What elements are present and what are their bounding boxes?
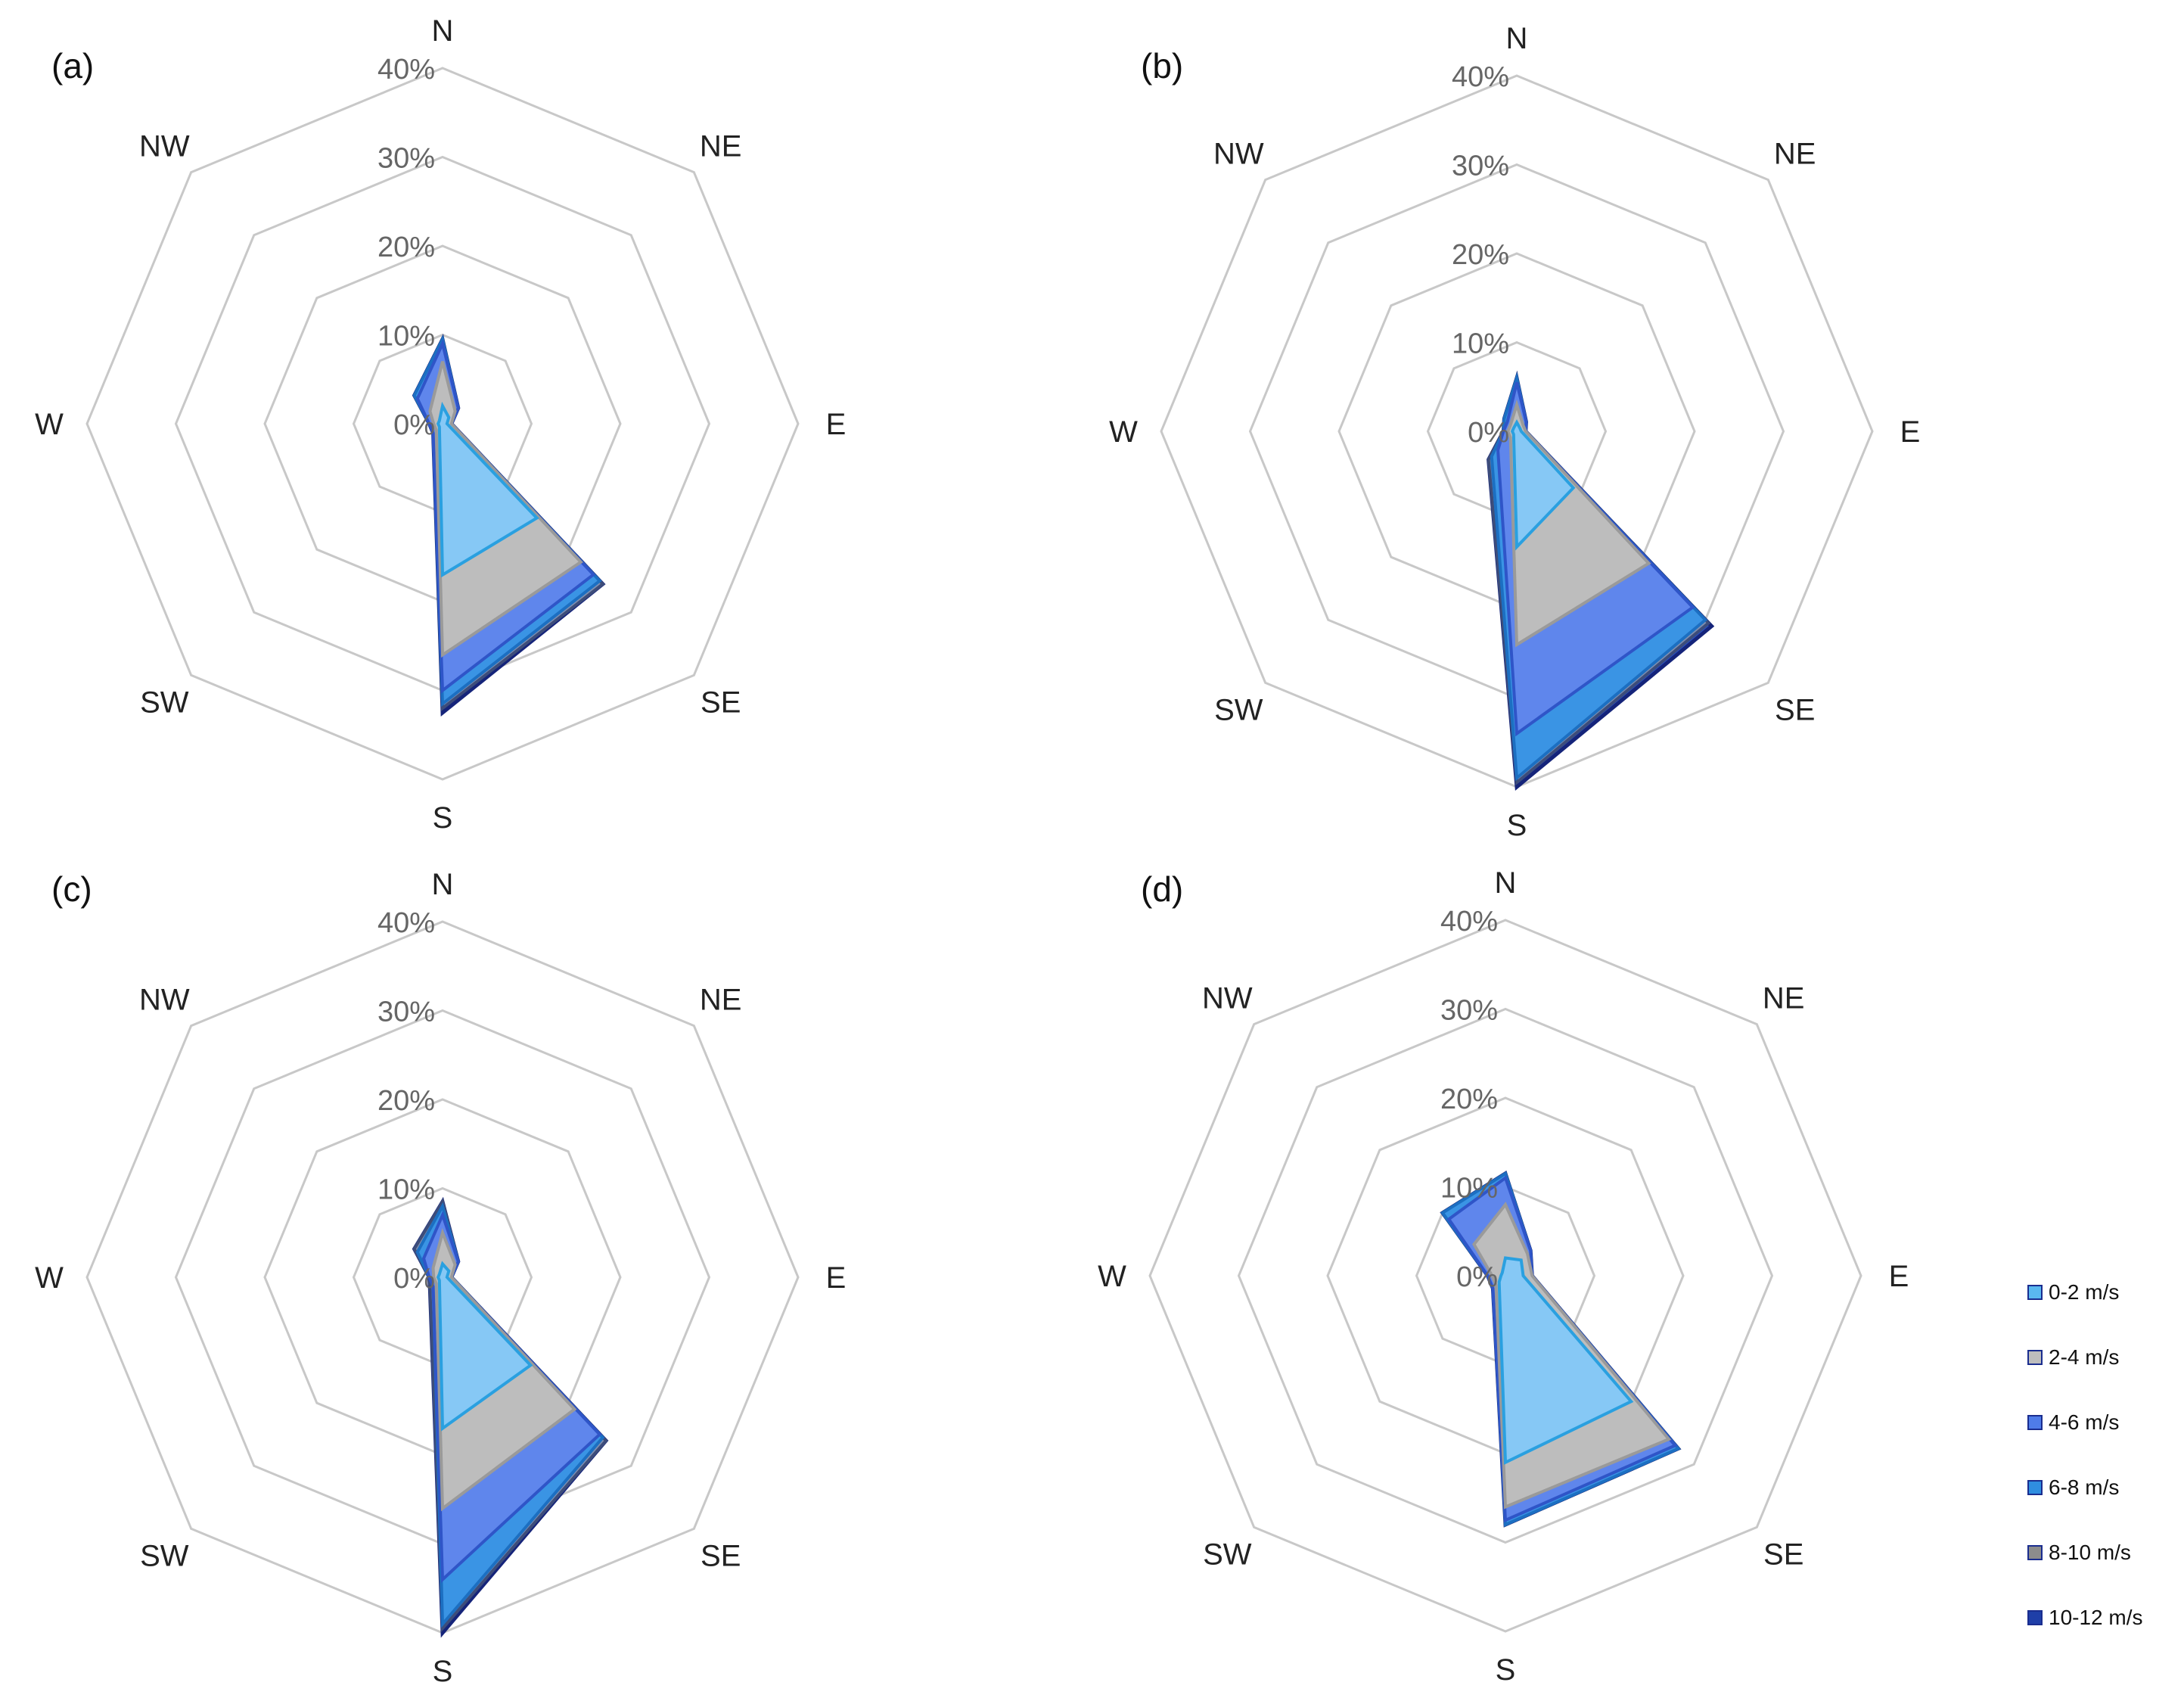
direction-label-se: SE (701, 1540, 741, 1573)
direction-label-sw: SW (140, 686, 189, 720)
direction-label-s: S (433, 1655, 453, 1688)
direction-label-s: S (1496, 1653, 1516, 1687)
legend-item: 10-12 m/s (2027, 1585, 2179, 1650)
legend-label: 0-2 m/s (2049, 1280, 2120, 1304)
direction-label-w: W (35, 1261, 64, 1295)
direction-label-e: E (826, 1261, 847, 1295)
legend-label: 6-8 m/s (2049, 1475, 2120, 1499)
direction-label-nw: NW (139, 983, 190, 1016)
r-tick-label: 40% (377, 54, 435, 86)
legend-label: 10-12 m/s (2049, 1606, 2143, 1629)
direction-label-ne: NE (1774, 137, 1816, 170)
legend-label: 8-10 m/s (2049, 1541, 2131, 1564)
wind-rose-panel-a: 0% 10% 20% 30% 40% N NE E SE S SW W NW (35, 14, 847, 835)
series-0 (1510, 419, 1576, 551)
wind-rose-panel-d: 0% 10% 20% 30% 40% N NE E SE S SW W NW (1098, 866, 1909, 1687)
direction-label-se: SE (701, 686, 741, 720)
direction-label-sw: SW (1214, 694, 1263, 727)
direction-label-e: E (1889, 1260, 1909, 1293)
legend-swatch (2027, 1350, 2043, 1365)
direction-label-w: W (1098, 1260, 1126, 1293)
legend-item: 4-6 m/s (2027, 1390, 2179, 1455)
legend-label: 2-4 m/s (2049, 1345, 2120, 1369)
legend-item: 8-10 m/s (2027, 1520, 2179, 1585)
grid-ring (1237, 1007, 1774, 1544)
direction-label-se: SE (1775, 694, 1815, 727)
r-tick-label: 40% (377, 907, 435, 939)
legend-item: 0-2 m/s (2027, 1260, 2179, 1325)
direction-label-n: N (1495, 866, 1517, 900)
r-tick-label: 30% (1452, 151, 1509, 182)
direction-label-w: W (35, 408, 64, 441)
direction-label-w: W (1109, 415, 1138, 449)
direction-label-sw: SW (1203, 1538, 1252, 1572)
direction-label-ne: NE (700, 983, 742, 1016)
r-tick-label: 0% (393, 409, 435, 441)
direction-label-n: N (1506, 22, 1528, 55)
r-tick-label: 10% (1452, 328, 1509, 360)
legend-swatch (2027, 1480, 2043, 1495)
direction-label-ne: NE (700, 129, 742, 163)
r-tick-label: 10% (377, 1174, 435, 1206)
series-0 (436, 401, 539, 578)
r-tick-label: 40% (1440, 906, 1498, 938)
direction-label-s: S (433, 801, 453, 835)
legend: 0-2 m/s 2-4 m/s 4-6 m/s 6-8 m/s 8-10 m/s… (2027, 1260, 2179, 1650)
r-tick-label: 20% (1440, 1084, 1498, 1115)
direction-label-e: E (1900, 415, 1921, 449)
direction-label-nw: NW (139, 129, 190, 163)
legend-item: 2-4 m/s (2027, 1325, 2179, 1390)
r-tick-label: 0% (1468, 417, 1509, 449)
direction-label-se: SE (1763, 1538, 1803, 1572)
direction-label-ne: NE (1763, 981, 1805, 1015)
r-tick-label: 0% (393, 1263, 435, 1295)
r-tick-label: 20% (377, 1085, 435, 1117)
direction-label-e: E (826, 408, 847, 441)
direction-label-nw: NW (1202, 981, 1253, 1015)
legend-swatch (2027, 1285, 2043, 1300)
panel-label-a: (a) (51, 46, 95, 86)
series-0 (436, 1261, 533, 1432)
r-tick-label: 30% (377, 143, 435, 175)
direction-label-nw: NW (1213, 137, 1264, 170)
panel-label-d: (d) (1141, 869, 1184, 909)
r-tick-label: 20% (1452, 239, 1509, 271)
legend-label: 4-6 m/s (2049, 1410, 2120, 1434)
r-tick-label: 0% (1456, 1261, 1498, 1293)
legend-item: 6-8 m/s (2027, 1455, 2179, 1520)
direction-label-s: S (1507, 809, 1527, 842)
wind-rose-panel-c: 0% 10% 20% 30% 40% N NE E SE S SW W NW (35, 868, 847, 1688)
legend-swatch (2027, 1415, 2043, 1430)
r-tick-label: 30% (1440, 995, 1498, 1027)
grid-ring (85, 67, 800, 781)
wind-rose-panel-b: 0% 10% 20% 30% 40% N NE E SE S SW W NW (1109, 22, 1921, 842)
series-0 (1497, 1256, 1634, 1465)
r-tick-label: 20% (377, 232, 435, 263)
r-tick-label: 10% (377, 321, 435, 353)
direction-label-n: N (432, 14, 454, 48)
panel-label-c: (c) (51, 869, 92, 909)
legend-swatch (2027, 1545, 2043, 1560)
panel-label-b: (b) (1141, 46, 1184, 86)
r-tick-label: 10% (1440, 1173, 1498, 1205)
direction-label-sw: SW (140, 1540, 189, 1573)
legend-swatch (2027, 1610, 2043, 1625)
r-tick-label: 40% (1452, 61, 1509, 93)
grid-ring (1148, 919, 1862, 1633)
r-tick-label: 30% (377, 997, 435, 1028)
direction-label-n: N (432, 868, 454, 901)
